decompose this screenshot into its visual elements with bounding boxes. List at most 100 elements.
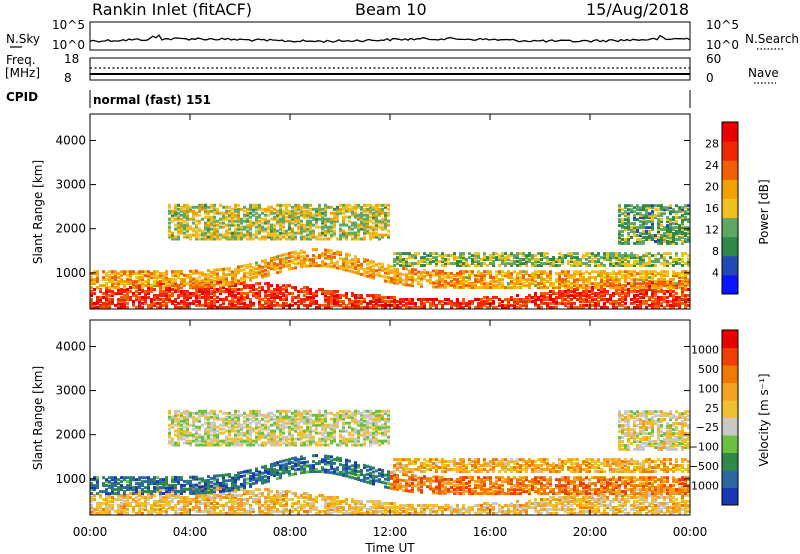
- power-cell: [315, 301, 318, 305]
- power-cell: [678, 276, 681, 280]
- power-cell: [285, 258, 288, 262]
- power-cell: [357, 203, 360, 207]
- power-cell: [594, 264, 597, 267]
- power-cell: [384, 223, 387, 227]
- velocity-cell: [174, 476, 177, 479]
- power-cell: [153, 294, 156, 297]
- power-cell: [93, 301, 96, 305]
- nsearch-tick-top: 10^5: [706, 18, 739, 32]
- power-cell: [120, 270, 123, 274]
- power-cell: [168, 298, 171, 301]
- power-cell: [330, 294, 333, 297]
- power-cell: [324, 300, 327, 303]
- power-cell: [159, 286, 162, 289]
- power-cell: [561, 292, 564, 295]
- power-cell: [621, 288, 624, 291]
- power-cell: [672, 210, 675, 214]
- power-cell: [426, 279, 429, 283]
- power-cell: [105, 288, 108, 291]
- power-cell: [594, 276, 597, 280]
- velocity-cell: [177, 423, 180, 427]
- power-cell: [459, 252, 462, 256]
- power-cell: [465, 270, 468, 274]
- power-cell: [582, 284, 585, 288]
- velocity-cell: [90, 488, 93, 492]
- power-cell: [675, 220, 678, 224]
- power-cell: [366, 219, 369, 223]
- power-cell: [363, 269, 366, 273]
- power-cell: [480, 264, 483, 267]
- power-cell: [666, 226, 669, 230]
- power-cell: [213, 294, 216, 297]
- power-cell: [603, 276, 606, 280]
- velocity-cell: [225, 435, 228, 439]
- power-cell: [285, 290, 288, 293]
- power-cell: [405, 298, 408, 301]
- power-cell: [123, 303, 126, 307]
- power-cell: [351, 233, 354, 237]
- velocity-cell: [171, 417, 174, 421]
- power-cell: [663, 238, 666, 241]
- velocity-cell: [222, 485, 225, 489]
- power-cell: [393, 264, 396, 267]
- power-cell: [270, 227, 273, 231]
- power-cell: [261, 225, 264, 229]
- power-cell: [555, 292, 558, 295]
- power-cell: [240, 292, 243, 295]
- power-cell: [240, 235, 243, 239]
- power-cell: [375, 296, 378, 299]
- power-cell: [315, 235, 318, 239]
- power-cell: [192, 300, 195, 303]
- power-cell: [666, 208, 669, 212]
- power-cell: [303, 260, 306, 264]
- power-cell: [369, 209, 372, 213]
- power-cell: [291, 227, 294, 231]
- power-cell: [198, 285, 201, 289]
- power-cell: [321, 292, 324, 295]
- power-cell: [351, 211, 354, 215]
- power-cell: [648, 280, 651, 284]
- power-cell: [213, 272, 216, 276]
- power-cell: [504, 274, 507, 278]
- velocity-cell: [201, 491, 204, 495]
- power-cell: [207, 305, 210, 309]
- velocity-cell: [195, 494, 198, 497]
- power-cell: [534, 276, 537, 280]
- power-cell: [333, 251, 336, 255]
- velocity-cell: [198, 494, 201, 497]
- power-cell: [240, 227, 243, 231]
- power-cell: [249, 264, 252, 268]
- velocity-cell: [216, 488, 219, 492]
- power-cell: [90, 301, 93, 305]
- velocity-cell: [138, 490, 141, 494]
- power-cell: [600, 280, 603, 284]
- velocity-cell: [186, 502, 189, 505]
- power-cell: [615, 262, 618, 265]
- power-cell: [681, 240, 684, 243]
- power-cell: [531, 296, 534, 299]
- power-cell: [456, 272, 459, 275]
- power-cell: [234, 282, 237, 286]
- velocity-cell: [213, 476, 216, 480]
- power-cell: [648, 303, 651, 307]
- power-cell: [375, 215, 378, 219]
- power-cell: [540, 296, 543, 299]
- velocity-cell: [174, 478, 177, 481]
- power-cell: [435, 305, 438, 309]
- velocity-cell: [192, 433, 195, 437]
- power-cell: [321, 219, 324, 223]
- velocity-cell: [171, 415, 174, 419]
- power-cell: [219, 203, 222, 207]
- power-cell: [303, 300, 306, 303]
- power-cell: [333, 265, 336, 269]
- power-cell: [306, 298, 309, 301]
- velocity-cell: [195, 498, 198, 501]
- velocity-cell: [156, 504, 159, 507]
- power-cell: [108, 270, 111, 274]
- power-cell: [573, 284, 576, 288]
- velocity-cell: [111, 490, 114, 494]
- power-cell: [198, 288, 201, 291]
- velocity-cell: [117, 511, 120, 515]
- power-cell: [684, 305, 687, 309]
- power-cell: [546, 256, 549, 260]
